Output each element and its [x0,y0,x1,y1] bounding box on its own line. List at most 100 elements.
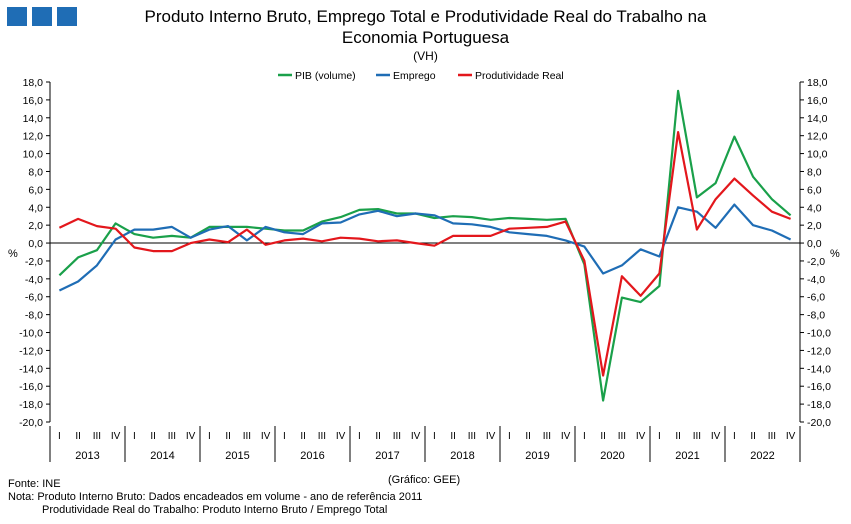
y-tick-label-left: -8,0 [25,310,43,322]
y-tick-label-right: -14,0 [807,363,831,375]
y-tick-label-right: -20,0 [807,417,831,429]
y-axis-unit-left: % [8,248,18,260]
y-tick-label-right: 4,0 [807,202,822,214]
y-tick-label-right: 16,0 [807,95,828,107]
quarter-label: III [243,431,251,442]
chart-title-line2: Economia Portuguesa [341,28,510,47]
quarter-label: III [393,431,401,442]
y-tick-label-left: -12,0 [19,345,43,357]
quarter-label: IV [261,431,271,442]
y-tick-label-left: 2,0 [28,220,43,232]
y-tick-label-left: 6,0 [28,184,43,196]
year-label: 2014 [150,450,174,462]
year-label: 2020 [600,450,624,462]
chart-subtitle: (VH) [413,49,438,63]
chart-title-line1: Produto Interno Bruto, Emprego Total e P… [144,7,707,26]
quarter-label: I [58,431,61,442]
quarter-label: IV [111,431,121,442]
y-tick-label-right: 18,0 [807,77,828,89]
year-label: 2018 [450,450,474,462]
quarter-label: II [525,431,531,442]
year-label: 2015 [225,450,249,462]
quarter-label: IV [486,431,496,442]
y-tick-label-right: -6,0 [807,292,825,304]
y-tick-label-right: -8,0 [807,310,825,322]
y-tick-label-right: 12,0 [807,131,828,143]
quarter-label: III [468,431,476,442]
quarter-label: IV [336,431,346,442]
quarter-label: I [208,431,211,442]
legend-label-2: Produtividade Real [475,70,564,82]
quarter-label: III [318,431,326,442]
y-axis-unit-right: % [830,248,840,260]
quarter-label: II [450,431,456,442]
chart-title: Produto Interno Bruto, Emprego Total e P… [100,6,751,48]
year-label: 2017 [375,450,399,462]
y-tick-label-right: 8,0 [807,166,822,178]
series-line-0 [58,89,792,402]
quarter-label: III [618,431,626,442]
logo-square-3 [57,7,77,26]
logo-square-2 [32,7,52,26]
year-label: 2013 [75,450,99,462]
quarter-label: III [693,431,701,442]
legend-label-1: Emprego [393,70,436,82]
year-label: 2019 [525,450,549,462]
quarter-label: I [133,431,136,442]
quarter-label: III [768,431,776,442]
chart-credit: (Gráfico: GEE) [388,474,461,486]
quarter-label: I [358,431,361,442]
quarter-label: I [283,431,286,442]
quarter-label: IV [786,431,796,442]
quarter-label: III [168,431,176,442]
series-line-1 [58,203,792,292]
footnote-line-2: Produtividade Real do Trabalho: Produto … [42,504,388,516]
y-tick-label-right: -4,0 [807,274,825,286]
y-tick-label-left: 18,0 [23,77,44,89]
y-tick-label-right: -2,0 [807,256,825,268]
y-tick-label-left: -16,0 [19,381,43,393]
quarter-label: IV [561,431,571,442]
y-tick-label-right: 10,0 [807,149,828,161]
y-tick-label-left: 16,0 [23,95,44,107]
y-tick-label-left: -18,0 [19,399,43,411]
quarter-label: I [433,431,436,442]
quarter-label: II [600,431,606,442]
logo-square-1 [7,7,27,26]
quarter-label: III [93,431,101,442]
quarter-label: I [583,431,586,442]
y-tick-label-left: 14,0 [23,113,44,125]
quarter-label: II [225,431,231,442]
y-tick-label-right: -16,0 [807,381,831,393]
quarter-label: II [75,431,81,442]
legend-label-0: PIB (volume) [295,70,356,82]
quarter-label: II [375,431,381,442]
y-tick-label-left: -6,0 [25,292,43,304]
y-tick-label-right: -12,0 [807,345,831,357]
y-tick-label-left: 10,0 [23,149,44,161]
quarter-label: II [675,431,681,442]
quarter-label: II [300,431,306,442]
y-tick-label-right: 14,0 [807,113,828,125]
quarter-label: IV [711,431,721,442]
source-note: Fonte: INE [8,478,61,490]
y-tick-label-right: 6,0 [807,184,822,196]
y-tick-label-right: -10,0 [807,328,831,340]
quarter-label: IV [186,431,196,442]
y-tick-label-left: -10,0 [19,328,43,340]
y-tick-label-left: 8,0 [28,166,43,178]
quarter-label: II [150,431,156,442]
y-tick-label-right: 0,0 [807,238,822,250]
y-tick-label-left: -4,0 [25,274,43,286]
y-tick-label-left: 12,0 [23,131,44,143]
year-label: 2021 [675,450,699,462]
y-tick-label-right: -18,0 [807,399,831,411]
quarter-label: IV [636,431,646,442]
y-tick-label-right: 2,0 [807,220,822,232]
quarter-label: I [658,431,661,442]
y-tick-label-left: 4,0 [28,202,43,214]
quarter-label: I [733,431,736,442]
footnote-line-1: Nota: Produto Interno Bruto: Dados encad… [8,491,423,503]
quarter-label: I [508,431,511,442]
